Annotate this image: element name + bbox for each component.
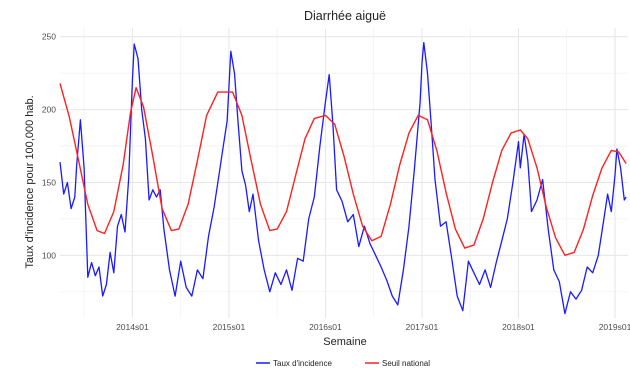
legend-label-threshold: Seuil national [382, 359, 430, 368]
x-tick-label: 2016s01 [309, 322, 342, 332]
y-tick-label: 150 [42, 177, 56, 187]
y-axis-title: Taux d'incidence pour 100,000 hab. [24, 95, 36, 268]
grid [60, 28, 628, 318]
threshold-line [59, 83, 627, 256]
x-tick-label: 2015s01 [213, 322, 246, 332]
y-tick-label: 250 [42, 32, 56, 42]
chart-title: Diarrhée aiguë [304, 9, 386, 23]
legend-label-incidence: Taux d'incidence [273, 359, 332, 368]
legend: Taux d'incidence Seuil national [256, 359, 430, 368]
x-axis-title: Semaine [323, 336, 366, 348]
x-axis-ticks: 2014s01 2015s01 2016s01 2017s01 2018s01 2019s… [116, 322, 630, 332]
x-tick-label: 2014s01 [116, 322, 149, 332]
y-tick-label: 100 [42, 250, 56, 260]
x-tick-label: 2018s01 [502, 322, 535, 332]
incidence-line [59, 41, 627, 315]
y-axis-ticks: 100 150 200 250 [42, 32, 56, 261]
y-tick-label: 200 [42, 105, 56, 115]
x-tick-label: 2017s01 [406, 322, 439, 332]
x-tick-label: 2019s01 [599, 322, 630, 332]
series-lines [59, 41, 627, 315]
